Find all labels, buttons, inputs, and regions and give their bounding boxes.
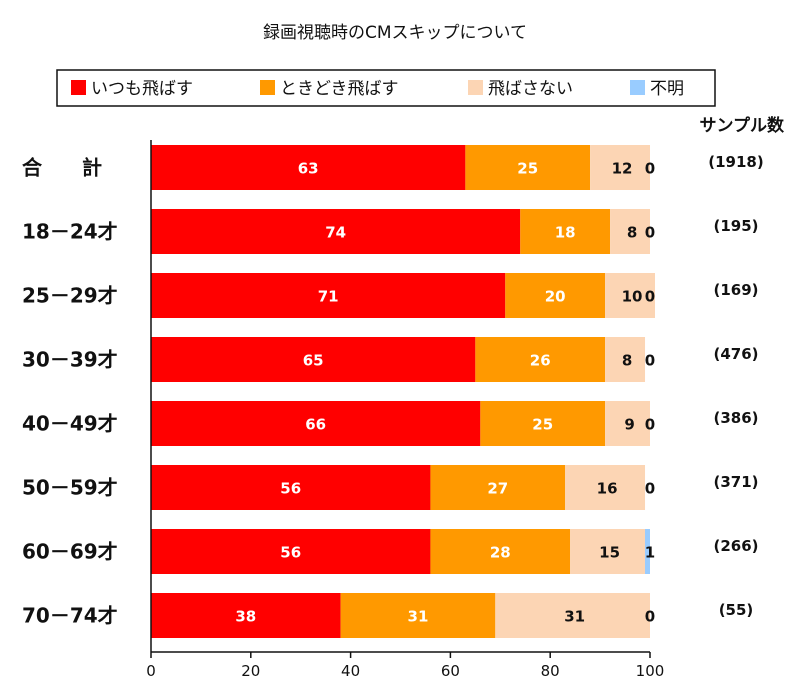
x-tick-label-1: 20 (241, 662, 260, 680)
sample-size-4: (386) (713, 409, 758, 427)
legend-label-3: 不明 (650, 79, 684, 99)
data-label-3-3: 0 (645, 352, 655, 370)
data-label-0-1: 74 (325, 224, 346, 242)
bar-segment-0-6 (151, 529, 431, 574)
bar-segment-2-6 (570, 529, 646, 574)
data-label-0-0: 63 (298, 160, 319, 178)
data-label-3-5: 0 (645, 480, 655, 498)
data-label-3-6: 1 (645, 544, 655, 562)
bar-segment-1-7 (340, 593, 496, 638)
bar-segment-0-5 (151, 465, 431, 510)
data-label-1-0: 25 (517, 160, 538, 178)
data-label-2-6: 15 (599, 544, 620, 562)
legend-swatch-2 (468, 80, 483, 95)
sample-size-0: (1918) (708, 153, 763, 171)
category-label-4: 40－49才 (22, 412, 118, 436)
data-label-1-5: 27 (487, 480, 508, 498)
data-label-1-2: 20 (545, 288, 566, 306)
x-tick-label-5: 100 (636, 662, 665, 680)
x-axis: 0 20 40 60 80 100 (146, 140, 664, 680)
data-label-1-7: 31 (408, 608, 429, 626)
data-label-1-1: 18 (555, 224, 576, 242)
sample-size-1: (195) (713, 217, 758, 235)
bar-segment-2-3 (605, 337, 646, 382)
legend-swatch-1 (260, 80, 275, 95)
data-label-2-3: 8 (622, 352, 632, 370)
bar-segment-0-4 (151, 401, 481, 446)
bar-segment-1-0 (465, 145, 591, 190)
legend-swatch-3 (630, 80, 645, 95)
sample-size-2: (169) (713, 281, 758, 299)
data-label-2-7: 31 (564, 608, 585, 626)
legend-label-2: 飛ばさない (488, 79, 573, 99)
data-label-3-7: 0 (645, 608, 655, 626)
bar-segment-2-7 (495, 593, 650, 638)
category-label-5: 50－59才 (22, 476, 118, 500)
legend: いつも飛ばす ときどき飛ばす 飛ばさない 不明 (71, 79, 684, 99)
bars: 合 計 63 25 12 0 (1918)18－24才 74 18 8 0 (195)25－29才 7… (22, 145, 764, 638)
data-label-3-1: 0 (645, 224, 655, 242)
category-label-2: 25－29才 (22, 284, 118, 308)
sample-size-5: (371) (713, 473, 758, 491)
data-label-0-6: 56 (280, 544, 301, 562)
sample-size-7: (55) (719, 601, 754, 619)
data-label-2-4: 9 (624, 416, 634, 434)
x-tick-label-3: 60 (441, 662, 460, 680)
category-label-1: 18－24才 (22, 220, 118, 244)
data-label-0-2: 71 (318, 288, 339, 306)
category-label-0: 合 計 (22, 156, 102, 180)
data-label-3-0: 0 (645, 160, 655, 178)
bar-segment-0-3 (151, 337, 476, 382)
bar-segment-1-2 (505, 273, 606, 318)
data-label-2-1: 8 (627, 224, 637, 242)
legend-box (56, 69, 716, 107)
bar-segment-1-5 (430, 465, 566, 510)
legend-label-1: ときどき飛ばす (280, 79, 399, 99)
bar-segment-0-1 (151, 209, 521, 254)
category-label-3: 30－39才 (22, 348, 118, 372)
bar-segment-0-0 (151, 145, 466, 190)
data-label-2-2: 10 (622, 288, 643, 306)
sample-size-header: サンプル数 (700, 115, 785, 136)
sample-size-3: (476) (713, 345, 758, 363)
x-tick-label-0: 0 (146, 662, 156, 680)
data-label-2-0: 12 (612, 160, 633, 178)
bar-segment-1-6 (430, 529, 571, 574)
data-label-2-5: 16 (597, 480, 618, 498)
bar-segment-1-4 (480, 401, 606, 446)
bar-segment-2-2 (605, 273, 655, 318)
sample-size-6: (266) (713, 537, 758, 555)
bar-segment-2-5 (565, 465, 646, 510)
chart-title: 録画視聴時のCMスキップについて (263, 23, 527, 43)
bar-segment-1-1 (520, 209, 611, 254)
data-label-0-3: 65 (303, 352, 324, 370)
legend-swatch-0 (71, 80, 86, 95)
category-label-6: 60－69才 (22, 540, 118, 564)
x-tick-label-2: 40 (341, 662, 360, 680)
bar-segment-1-3 (475, 337, 606, 382)
data-label-3-2: 0 (645, 288, 655, 306)
x-tick-label-4: 80 (541, 662, 560, 680)
legend-label-0: いつも飛ばす (91, 79, 193, 99)
bar-segment-0-7 (151, 593, 341, 638)
data-label-1-6: 28 (490, 544, 511, 562)
category-label-7: 70－74才 (22, 604, 118, 628)
data-label-3-4: 0 (645, 416, 655, 434)
bar-segment-3-6 (645, 529, 650, 574)
data-label-0-5: 56 (280, 480, 301, 498)
bar-segment-2-4 (605, 401, 650, 446)
bar-segment-2-1 (610, 209, 650, 254)
bar-segment-2-0 (590, 145, 650, 190)
data-label-0-4: 66 (305, 416, 326, 434)
data-label-0-7: 38 (235, 608, 256, 626)
data-label-1-4: 25 (532, 416, 553, 434)
data-label-1-3: 26 (530, 352, 551, 370)
bar-segment-0-2 (151, 273, 506, 318)
